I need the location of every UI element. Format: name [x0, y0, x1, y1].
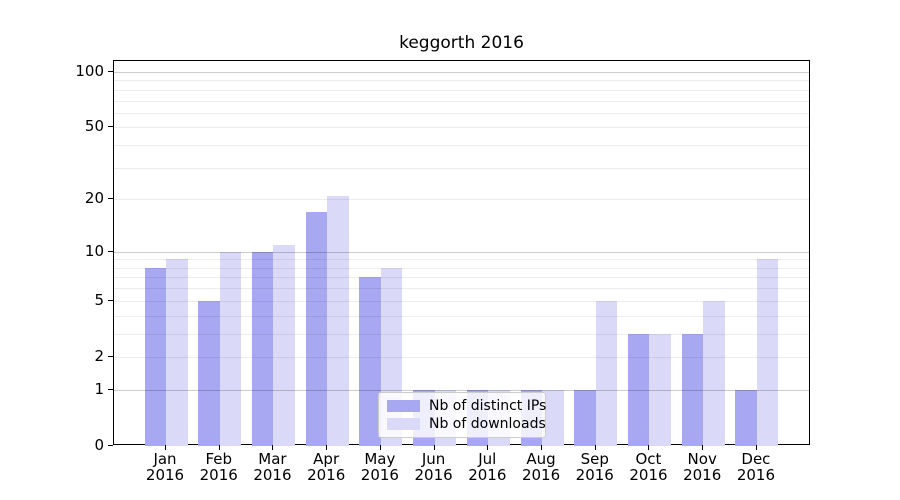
x-tick-mark-sep [594, 445, 596, 450]
bar-distinct-ips-dec [735, 389, 757, 446]
x-tick-mark-dec [755, 445, 757, 450]
x-tick-label-mar: Mar 2016 [253, 450, 292, 484]
bar-distinct-ips-nov [681, 333, 704, 446]
y-tick-label-5: 5 [94, 290, 104, 309]
x-tick-label-apr: Apr 2016 [307, 450, 346, 484]
bar-downloads-dec [756, 259, 779, 446]
bar-downloads-jan [166, 259, 188, 446]
x-tick-mark-jun [433, 445, 435, 450]
y-tick-mark-1 [108, 388, 113, 390]
bar-downloads-mar [273, 244, 295, 446]
x-tick-label-aug: Aug 2016 [521, 450, 561, 484]
y-tick-label-0: 0 [94, 436, 104, 454]
gridline-minor-80 [114, 89, 809, 91]
x-tick-mark-aug [541, 445, 543, 450]
x-tick-label-sep: Sep 2016 [575, 450, 614, 484]
bar-distinct-ips-sep [574, 389, 596, 446]
y-tick-mark-0 [108, 445, 113, 446]
gridline-major-10 [114, 251, 809, 253]
y-tick-mark-2 [108, 355, 113, 357]
bar-distinct-ips-mar [251, 251, 274, 446]
legend-entry-downloads: Nb of downloads [387, 415, 546, 433]
y-tick-label-2: 2 [94, 346, 104, 365]
legend-swatch-distinct-ips [387, 400, 420, 412]
gridline-minor-9 [114, 259, 809, 261]
gridline-minor-8 [114, 267, 809, 269]
legend-label-distinct-ips: Nb of distinct IPs [429, 398, 547, 414]
gridline-major-1 [114, 389, 809, 391]
gridline-minor-5 [114, 300, 809, 302]
gridline-minor-20 [114, 199, 809, 201]
bar-distinct-ips-jan [144, 267, 166, 446]
gridline-minor-6 [114, 288, 809, 290]
legend: Nb of distinct IPs Nb of downloads [378, 392, 546, 438]
legend-label-downloads: Nb of downloads [429, 416, 546, 432]
bar-downloads-feb [219, 251, 242, 446]
y-tick-mark-50 [108, 126, 113, 128]
bar-distinct-ips-may [359, 277, 381, 446]
y-tick-label-10: 10 [84, 241, 104, 260]
bar-downloads-nov [703, 300, 725, 446]
legend-swatch-downloads [387, 418, 420, 430]
x-tick-label-feb: Feb 2016 [199, 450, 238, 484]
y-tick-mark-20 [108, 198, 113, 200]
x-tick-label-oct: Oct 2016 [629, 450, 668, 484]
gridline-minor-60 [114, 112, 809, 114]
y-tick-mark-10 [108, 250, 113, 252]
gridline-minor-3 [114, 333, 809, 335]
gridline-major-100 [114, 72, 809, 73]
bar-downloads-aug [542, 389, 564, 446]
chart-title: keggorth 2016 [399, 33, 524, 53]
x-tick-label-dec: Dec 2016 [736, 450, 775, 484]
bar-downloads-apr [327, 195, 349, 446]
x-tick-mark-apr [326, 445, 328, 450]
gridline-minor-30 [114, 167, 809, 169]
x-tick-mark-nov [702, 445, 704, 450]
gridline-minor-40 [114, 145, 809, 147]
gridline-minor-4 [114, 315, 809, 317]
bar-distinct-ips-oct [627, 333, 650, 446]
gridline-minor-90 [114, 80, 809, 82]
bar-downloads-oct [649, 333, 671, 446]
gridline-minor-2 [114, 356, 809, 358]
gridline-minor-70 [114, 100, 809, 102]
gridline-minor-7 [114, 277, 809, 279]
bar-downloads-sep [595, 300, 618, 446]
x-tick-mark-oct [648, 445, 650, 450]
y-tick-label-1: 1 [94, 379, 104, 398]
x-tick-label-jun: Jun 2016 [414, 450, 453, 484]
x-tick-mark-may [379, 445, 381, 450]
y-tick-label-50: 50 [84, 117, 104, 136]
x-tick-mark-feb [218, 445, 220, 450]
bar-distinct-ips-apr [305, 211, 328, 446]
bar-distinct-ips-feb [198, 300, 220, 446]
y-tick-mark-5 [108, 299, 113, 301]
gridline-minor-50 [114, 127, 809, 129]
x-tick-mark-mar [272, 445, 274, 450]
y-tick-mark-100 [108, 71, 113, 72]
legend-entry-distinct-ips: Nb of distinct IPs [387, 397, 546, 415]
x-tick-mark-jul [487, 445, 489, 450]
x-tick-label-jul: Jul 2016 [468, 450, 507, 484]
x-tick-label-jan: Jan 2016 [145, 450, 185, 484]
plot-area: Nb of distinct IPs Nb of downloads [113, 60, 810, 446]
x-tick-mark-jan [165, 445, 166, 450]
x-tick-label-may: May 2016 [360, 450, 399, 484]
y-tick-label-100: 100 [75, 62, 104, 80]
y-tick-label-20: 20 [84, 189, 104, 208]
x-tick-label-nov: Nov 2016 [683, 450, 722, 484]
